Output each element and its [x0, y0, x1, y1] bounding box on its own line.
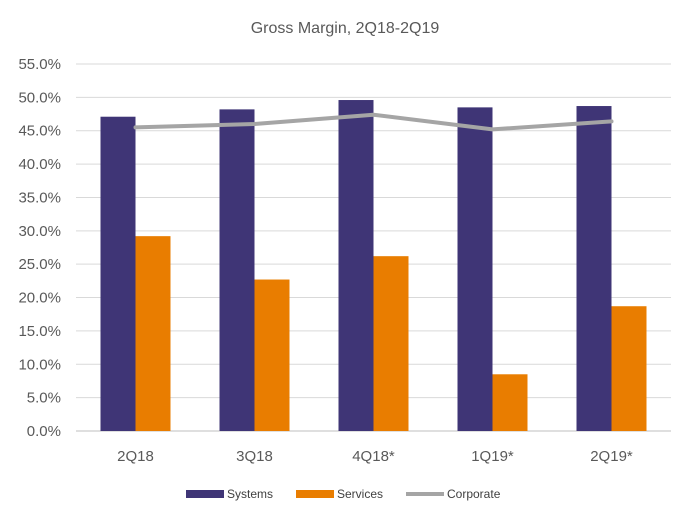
line-corporate	[133, 112, 614, 132]
y-tick-label: 15.0%	[18, 323, 61, 340]
y-tick-label: 0.0%	[27, 423, 61, 440]
bar-services-3Q18	[254, 279, 290, 431]
x-tick-label: 1Q19*	[471, 448, 514, 465]
legend-label-systems: Systems	[227, 487, 273, 501]
y-tick-label: 40.0%	[18, 156, 61, 173]
legend-label-services: Services	[337, 487, 383, 501]
y-tick-label: 45.0%	[18, 123, 61, 140]
legend-swatch-systems	[186, 490, 224, 498]
legend: Systems Services Corporate	[186, 487, 501, 501]
bar-systems-3Q18	[219, 109, 255, 431]
bar-services-1Q19	[492, 374, 528, 431]
x-tick-label: 2Q19*	[590, 448, 633, 465]
y-tick-label: 25.0%	[18, 256, 61, 273]
corporate-line	[133, 112, 614, 132]
x-tick-label: 2Q18	[117, 448, 154, 465]
bar-systems-4Q18	[338, 100, 374, 432]
y-tick-label: 30.0%	[18, 223, 61, 240]
y-tick-label: 20.0%	[18, 290, 61, 307]
bar-services-2Q18	[135, 236, 171, 431]
legend-swatch-services	[296, 490, 334, 498]
y-tick-label: 10.0%	[18, 356, 61, 373]
y-axis: 0.0% 5.0% 10.0% 15.0% 20.0% 25.0% 30.0% 35.0% 40…	[18, 56, 61, 440]
x-tick-label: 4Q18*	[352, 448, 395, 465]
bar-services-4Q18	[373, 256, 409, 431]
x-tick-label: 3Q18	[236, 448, 273, 465]
bar-systems-2Q18	[100, 116, 136, 432]
bars	[100, 100, 647, 432]
bar-systems-1Q19	[457, 107, 493, 431]
bar-services-2Q19	[611, 306, 647, 431]
chart-title: Gross Margin, 2Q18-2Q19	[251, 20, 440, 37]
x-axis: 2Q18 3Q18 4Q18* 1Q19* 2Q19*	[117, 448, 633, 465]
y-tick-label: 5.0%	[27, 390, 61, 407]
y-tick-label: 50.0%	[18, 89, 61, 106]
bar-systems-2Q19	[576, 106, 612, 432]
legend-label-corporate: Corporate	[447, 487, 501, 501]
y-tick-label: 55.0%	[18, 56, 61, 73]
y-tick-label: 35.0%	[18, 189, 61, 206]
